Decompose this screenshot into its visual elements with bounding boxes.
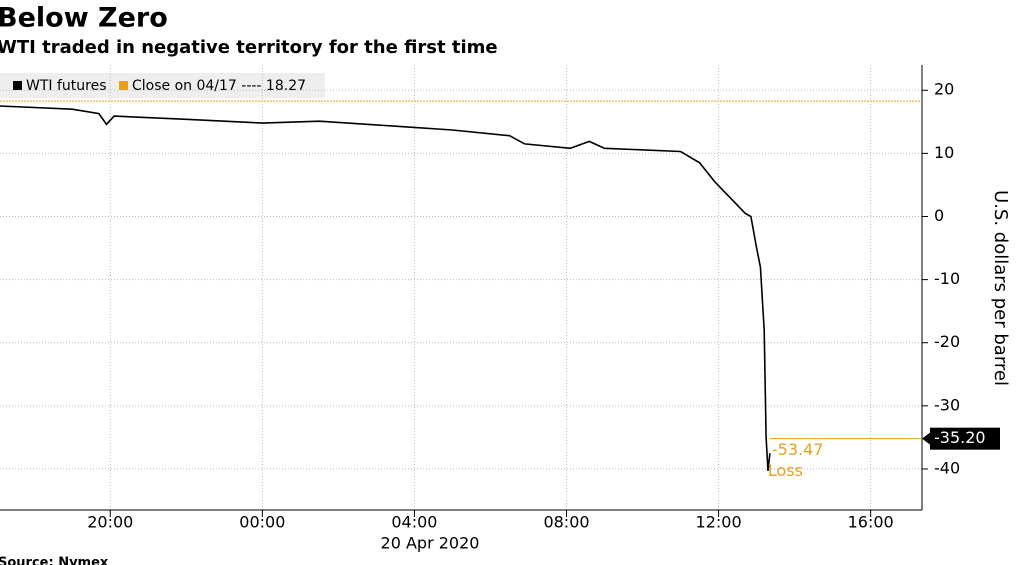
y-tick-label: 10 — [934, 143, 954, 162]
last-price-badge — [930, 427, 1000, 450]
y-tick-label: 0 — [934, 206, 944, 225]
legend-swatch — [13, 81, 22, 90]
last-price-label: -35.20 — [934, 428, 986, 447]
legend-swatch — [119, 81, 128, 90]
chart-title: Below Zero — [0, 3, 168, 34]
x-tick-label: 08:00 — [543, 513, 589, 532]
annotation: -53.47 — [772, 440, 824, 459]
legend-label: Close on 04/17 ---- 18.27 — [132, 78, 306, 94]
x-sublabel: 20 Apr 2020 — [381, 534, 480, 553]
x-tick-label: 00:00 — [239, 513, 285, 532]
y-tick-label: -10 — [934, 269, 960, 288]
legend-box — [0, 73, 325, 98]
legend-label: WTI futures — [26, 78, 107, 94]
y-axis-label: U.S. dollars per barrel — [990, 190, 1011, 386]
x-tick-label: 04:00 — [391, 513, 437, 532]
last-price-pointer — [922, 432, 930, 445]
x-tick-label: 12:00 — [696, 513, 742, 532]
x-tick-label: 16:00 — [848, 513, 894, 532]
y-tick-label: 20 — [934, 80, 954, 99]
annotation: Loss — [768, 461, 803, 480]
x-tick-label: 20:00 — [87, 513, 133, 532]
y-tick-label: -30 — [934, 395, 960, 414]
y-tick-label: -40 — [934, 458, 960, 477]
source: Source: Nymex — [0, 556, 109, 565]
y-tick-label: -20 — [934, 332, 960, 351]
chart-subtitle: WTI traded in negative territory for the… — [0, 37, 498, 58]
data-line — [0, 105, 771, 471]
